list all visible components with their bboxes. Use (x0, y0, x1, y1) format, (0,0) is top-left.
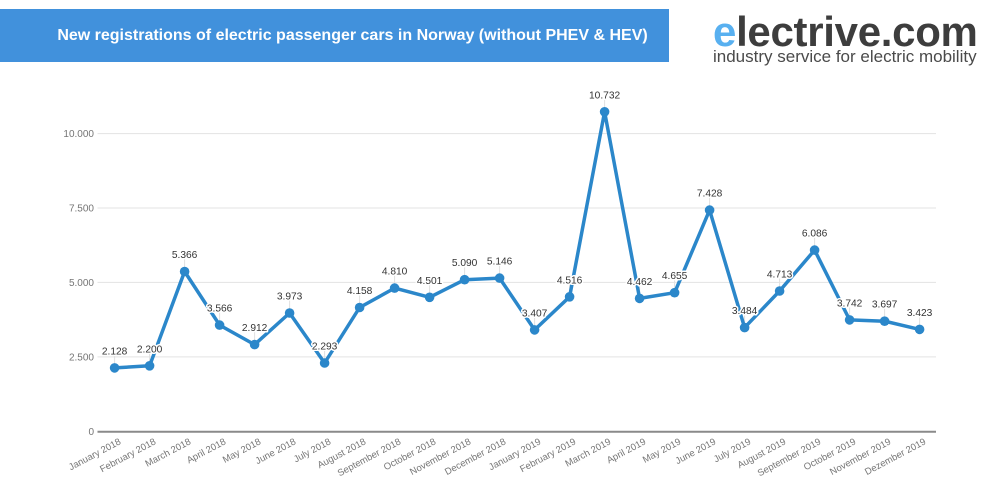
svg-text:June 2019: June 2019 (674, 436, 718, 467)
svg-text:5.090: 5.090 (452, 258, 478, 269)
svg-text:10.000: 10.000 (63, 129, 94, 140)
svg-text:2.500: 2.500 (69, 352, 94, 363)
svg-text:3.484: 3.484 (732, 306, 758, 317)
svg-text:3.973: 3.973 (277, 292, 303, 303)
svg-text:3.742: 3.742 (837, 298, 863, 309)
svg-text:5.000: 5.000 (69, 278, 94, 289)
svg-text:4.158: 4.158 (347, 286, 373, 297)
svg-text:4.462: 4.462 (627, 277, 653, 288)
svg-text:3.423: 3.423 (907, 308, 933, 319)
svg-text:2.912: 2.912 (242, 323, 268, 334)
svg-text:2.200: 2.200 (137, 344, 163, 355)
svg-text:April 2019: April 2019 (605, 436, 648, 466)
svg-text:10.732: 10.732 (589, 90, 620, 101)
svg-text:June 2018: June 2018 (254, 436, 298, 467)
svg-text:3.407: 3.407 (522, 308, 548, 319)
svg-text:5.366: 5.366 (172, 250, 198, 261)
svg-text:4.713: 4.713 (767, 270, 793, 281)
svg-text:3.697: 3.697 (872, 300, 898, 311)
svg-text:2.128: 2.128 (102, 346, 128, 357)
svg-text:April 2018: April 2018 (185, 436, 228, 466)
svg-text:4.810: 4.810 (382, 267, 408, 278)
svg-text:4.655: 4.655 (662, 271, 688, 282)
svg-text:7.500: 7.500 (69, 204, 94, 215)
svg-text:3.566: 3.566 (207, 304, 233, 315)
svg-text:5.146: 5.146 (487, 257, 513, 268)
svg-text:2.293: 2.293 (312, 342, 338, 353)
svg-text:6.086: 6.086 (802, 229, 828, 240)
svg-text:4.501: 4.501 (417, 276, 443, 287)
svg-text:Dezember 2019: Dezember 2019 (863, 436, 928, 477)
svg-text:7.428: 7.428 (697, 189, 723, 200)
svg-text:4.516: 4.516 (557, 275, 583, 286)
svg-text:0: 0 (88, 427, 94, 438)
